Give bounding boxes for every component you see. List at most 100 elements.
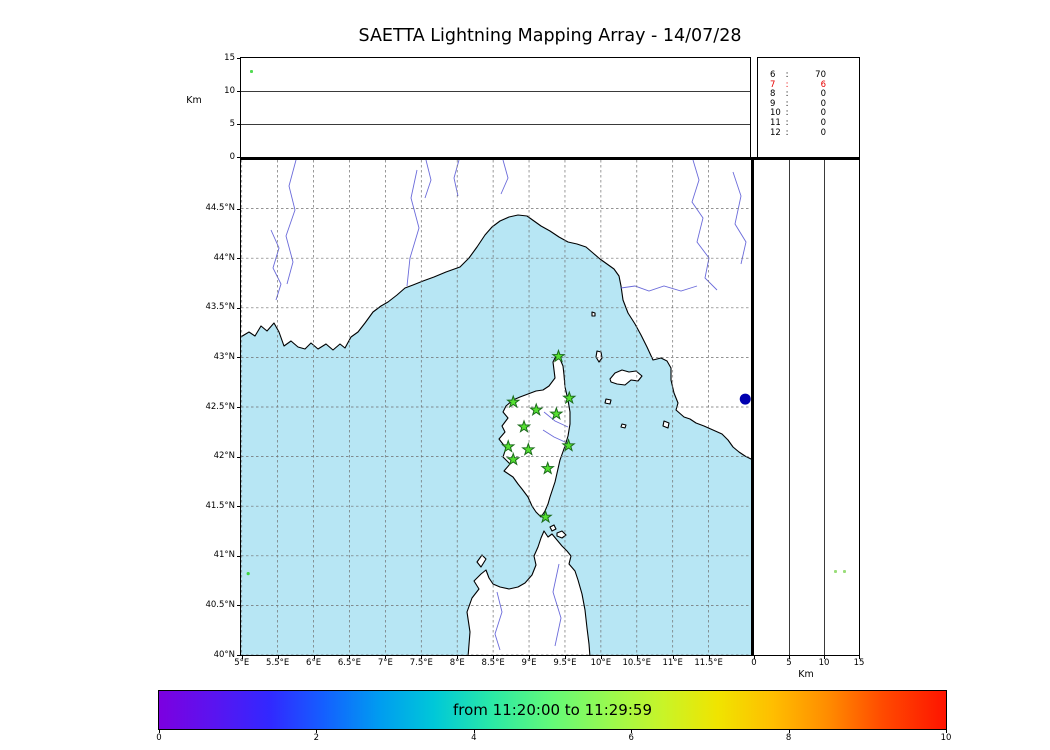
- alt-tick-label: 0: [751, 658, 757, 668]
- count-separator: :: [785, 127, 789, 138]
- lightning-source-marker: [249, 69, 253, 73]
- lat-tick-label: 43°N: [213, 351, 235, 362]
- time-colorbar: from 11:20:00 to 11:29:59: [158, 690, 947, 730]
- station-counts-panel: 6 : 70 7 : 6 8 : 0 9 : 0 10 : 0 11 : 0: [757, 57, 860, 157]
- count-row: 12 : 0: [770, 127, 851, 139]
- alt-tick-label: 15: [853, 658, 865, 668]
- montecristo-island: [620, 423, 627, 429]
- count-separator: :: [785, 79, 789, 90]
- alt-gridline: [789, 160, 790, 655]
- lon-tick-mark: [493, 656, 495, 659]
- river: [543, 411, 569, 428]
- lon-tick-label: 9.5°E: [553, 658, 577, 668]
- lon-tick-mark: [529, 656, 531, 659]
- river: [500, 160, 509, 195]
- river: [406, 169, 420, 287]
- lon-tick-mark: [421, 656, 423, 659]
- count-station-id: 11: [770, 117, 781, 128]
- colorbar-tick-label: 10: [940, 733, 952, 743]
- count-separator: :: [785, 98, 789, 109]
- lat-tick-mark: [237, 555, 240, 557]
- lat-tick-mark: [237, 506, 240, 508]
- alt-tick-mark: [237, 124, 240, 125]
- lon-tick-label: 5.5°E: [266, 658, 290, 668]
- colorbar-tick-mark: [473, 730, 475, 733]
- lon-tick-label: 7°E: [377, 658, 393, 668]
- lat-tick-mark: [237, 605, 240, 607]
- giglio-island: [662, 420, 670, 429]
- river: [732, 171, 747, 265]
- event-markers: [246, 393, 751, 576]
- count-value: 0: [820, 108, 826, 119]
- map-gridlines: [241, 160, 751, 655]
- colorbar-tick-mark: [316, 730, 318, 733]
- alt-gridline: [241, 124, 750, 125]
- count-row: 10 : 0: [770, 109, 851, 119]
- rivers: [270, 160, 747, 651]
- lon-tick-mark: [636, 656, 638, 659]
- gorgona-island: [591, 311, 596, 317]
- colorbar-time-range-label: from 11:20:00 to 11:29:59: [452, 701, 652, 719]
- lon-tick-label: 11°E: [662, 658, 683, 668]
- count-separator: :: [785, 89, 789, 100]
- station-star-marker: [521, 442, 536, 456]
- count-station-id: 8: [770, 89, 776, 100]
- river: [552, 563, 562, 647]
- colorbar-tick-label: 4: [471, 733, 477, 743]
- lat-tick-mark: [237, 456, 240, 458]
- lon-tick-mark: [385, 656, 387, 659]
- station-star-marker: [506, 452, 521, 466]
- river: [285, 160, 297, 285]
- count-value: 6: [820, 79, 826, 90]
- count-row: 11 : 0: [770, 117, 851, 129]
- lon-tick-label: 10.5°E: [622, 658, 652, 668]
- colorbar-tick-label: 6: [628, 733, 634, 743]
- alt-tick-label: 0: [229, 151, 235, 162]
- alt-vs-lon-panel: [240, 57, 751, 157]
- alt-tick-label: 10: [818, 658, 830, 668]
- alt-tick-label: 10: [224, 85, 235, 96]
- colorbar-tick-mark: [946, 730, 947, 733]
- count-separator: :: [785, 117, 789, 128]
- lon-tick-mark: [349, 656, 351, 659]
- alt-tick-label: 5: [229, 118, 235, 129]
- lightning-source-marker: [842, 570, 846, 574]
- river: [542, 429, 566, 443]
- alt-axis-label-bottom: Km: [798, 669, 814, 680]
- count-row: 7 : 6: [770, 79, 851, 91]
- corsica-island: [498, 355, 571, 518]
- alt-tick-label: 15: [224, 52, 235, 63]
- station-star-marker: [501, 439, 516, 453]
- count-value: 0: [820, 117, 826, 128]
- lon-tick-label: 8°E: [449, 658, 465, 668]
- lat-tick-label: 41°N: [213, 550, 235, 561]
- lat-tick-mark: [237, 357, 240, 359]
- lightning-source-marker: [833, 570, 837, 574]
- capraia-island: [595, 350, 603, 363]
- river: [424, 160, 432, 199]
- lat-tick-mark: [237, 655, 240, 656]
- lon-tick-mark: [277, 656, 279, 659]
- alt-tick-mark: [237, 58, 240, 59]
- station-star-marker: [516, 419, 532, 433]
- count-station-id: 12: [770, 127, 781, 138]
- lat-tick-label: 42°N: [213, 451, 235, 462]
- lightning-source-marker: [739, 393, 751, 405]
- pianosa-island: [604, 398, 612, 405]
- lat-tick-label: 44.5°N: [205, 203, 235, 214]
- lon-tick-label: 7.5°E: [409, 658, 433, 668]
- colorbar-tick-label: 2: [313, 733, 320, 743]
- alt-axis-label-left: Km: [186, 95, 202, 106]
- lon-tick-mark: [313, 656, 315, 659]
- maddalena-islands: [549, 524, 557, 532]
- lon-tick-label: 5°E: [234, 658, 250, 668]
- map-panel: [240, 157, 751, 656]
- alt-tick-mark: [789, 656, 790, 659]
- count-value: 0: [820, 89, 826, 100]
- lon-tick-mark: [600, 656, 602, 659]
- alt-tick-mark: [824, 656, 825, 659]
- station-star-marker: [561, 438, 576, 452]
- station-star-marker: [540, 460, 555, 475]
- count-station-id: 9: [770, 98, 776, 109]
